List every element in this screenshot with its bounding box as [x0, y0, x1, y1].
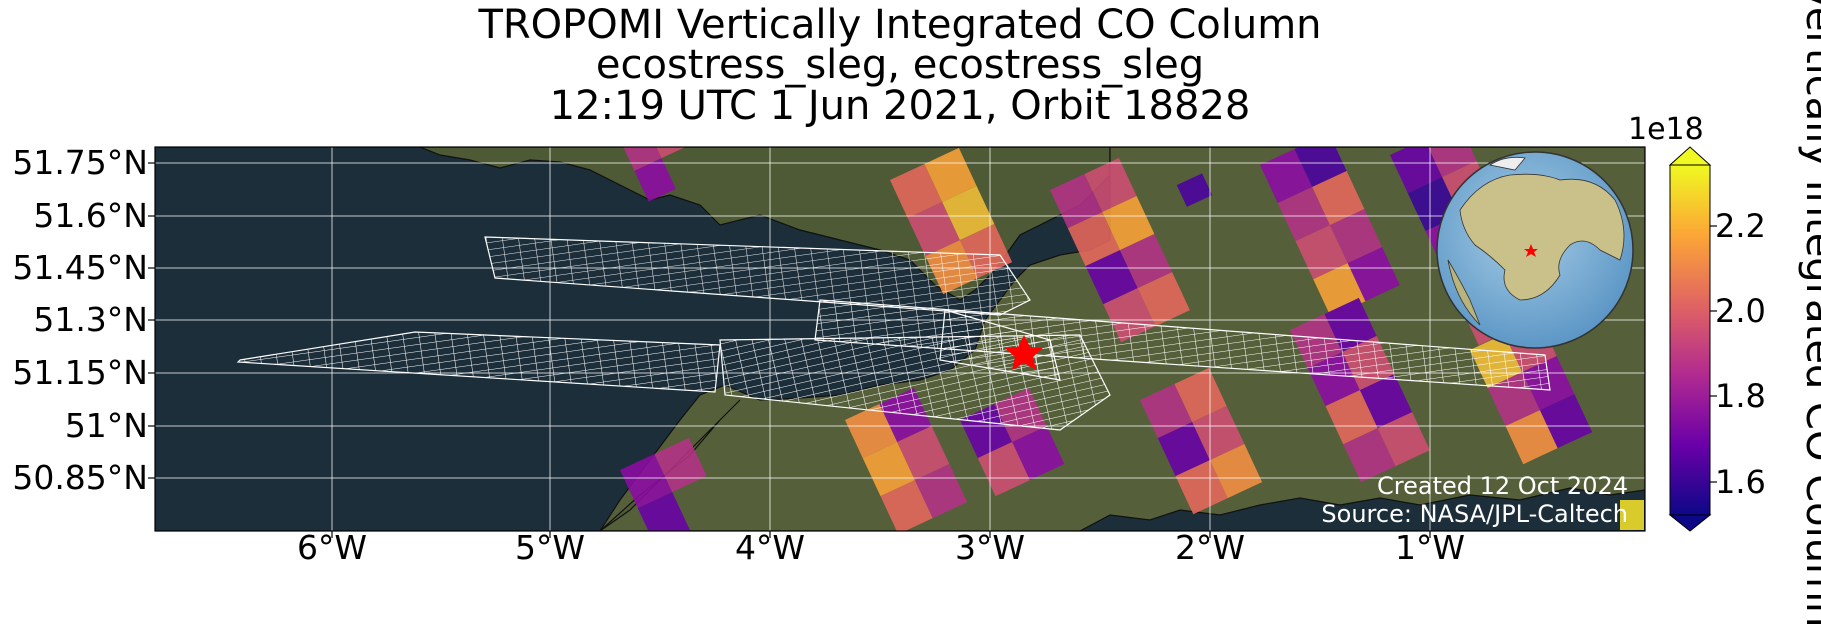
map-title-line-2: ecostress_sleg, ecostress_sleg [595, 42, 1205, 88]
lat-tick-label: 51.6°N [33, 196, 148, 235]
lat-tick-label: 51.75°N [12, 143, 148, 182]
colorbar-label: Vertically Integrated CO Column [1797, 0, 1821, 627]
instrument-footprints [236, 236, 1551, 431]
lat-tick-label: 50.85°N [12, 458, 148, 497]
colorbar [1668, 146, 1717, 532]
lon-tick-label: 5°W [514, 528, 586, 567]
lon-tick-label: 6°W [296, 528, 368, 567]
lat-tick-label: 51°N [64, 406, 148, 445]
graticule [155, 147, 1645, 531]
axis-ticks [148, 162, 1431, 538]
lon-tick-label: 1°W [1394, 528, 1466, 567]
colorbar-tick-label: 2.0 [1715, 292, 1766, 330]
lat-tick-label: 51.45°N [12, 248, 148, 287]
colorbar-tick-label: 1.6 [1715, 463, 1766, 501]
lat-tick-label: 51.3°N [33, 300, 148, 339]
map-frame [154, 146, 1646, 532]
colorbar-tick-label: 2.2 [1715, 207, 1766, 245]
lon-tick-label: 4°W [734, 528, 806, 567]
map-figure [148, 146, 1717, 538]
lat-tick-label: 51.15°N [12, 353, 148, 392]
map-plot-area [155, 147, 1645, 531]
colorbar-exponent: 1e18 [1628, 112, 1704, 147]
target-star-icon [1005, 335, 1043, 370]
map-title-line-3: 12:19 UTC 1 Jun 2021, Orbit 18828 [549, 83, 1251, 129]
inset-globe [1436, 151, 1634, 349]
lon-tick-label: 2°W [1174, 528, 1246, 567]
created-date-text: Created 12 Oct 2024 [1377, 472, 1628, 500]
colorbar-tick-label: 1.8 [1715, 377, 1766, 415]
source-credit-text: Source: NASA/JPL-Caltech [1321, 500, 1628, 528]
map-title-line-1: TROPOMI Vertically Integrated CO Column [478, 2, 1322, 48]
lon-tick-label: 3°W [954, 528, 1026, 567]
